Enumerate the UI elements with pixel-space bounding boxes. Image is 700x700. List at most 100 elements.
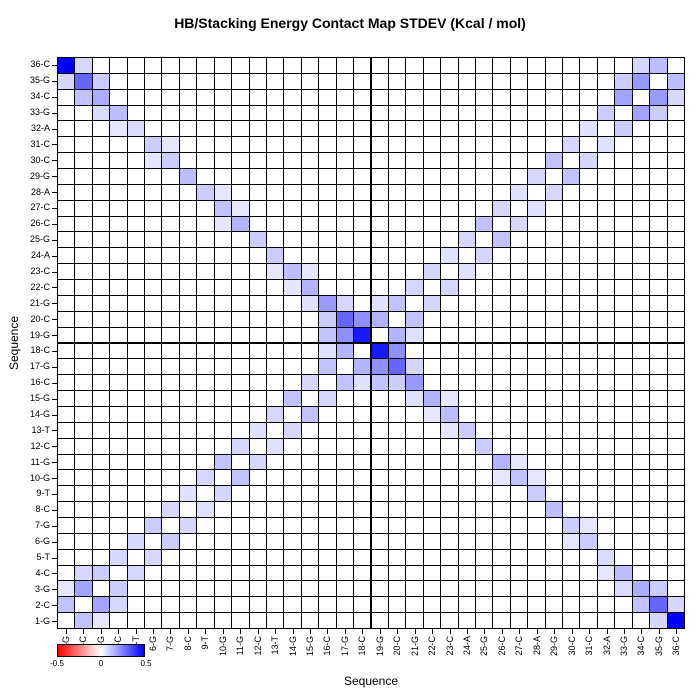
heatmap-cell — [284, 216, 301, 232]
heatmap-cell — [179, 470, 197, 486]
heatmap-cell — [92, 613, 110, 628]
heatmap-cell — [127, 375, 145, 391]
heatmap-cell — [179, 581, 197, 597]
heatmap-cell — [284, 533, 301, 549]
heatmap-cell — [249, 517, 266, 533]
y-tick-label: 29-G — [29, 170, 50, 181]
x-tick — [65, 629, 67, 634]
heatmap-cell — [110, 502, 127, 517]
heatmap-cell — [319, 565, 336, 581]
heatmap-cell — [284, 502, 301, 517]
y-tick — [52, 605, 57, 607]
heatmap-cell — [406, 137, 423, 153]
heatmap-cell — [510, 517, 528, 533]
heatmap-cell — [423, 502, 441, 517]
heatmap-cell — [441, 248, 458, 264]
heatmap-cell — [249, 391, 266, 406]
heatmap-cell — [441, 597, 458, 613]
heatmap-cell — [580, 454, 597, 470]
heatmap-cell — [406, 613, 423, 628]
heatmap-cell — [336, 597, 354, 613]
heatmap-cell — [249, 311, 266, 327]
heatmap-cell — [423, 533, 441, 549]
heatmap-cell — [197, 359, 214, 375]
heatmap-cell — [249, 581, 266, 597]
heatmap-cell — [615, 391, 632, 406]
heatmap-cell — [92, 359, 110, 375]
heatmap-cell — [667, 517, 684, 533]
heatmap-cell — [145, 597, 162, 613]
heatmap-cell — [615, 121, 632, 137]
heatmap-cell — [319, 280, 336, 295]
heatmap-cell — [458, 581, 475, 597]
heatmap-cell — [232, 105, 249, 121]
heatmap-cell — [423, 295, 441, 311]
heatmap-cell — [475, 73, 493, 89]
heatmap-cell — [650, 517, 667, 533]
x-tick — [309, 629, 311, 634]
heatmap-cell — [563, 169, 580, 184]
heatmap-cell — [127, 200, 145, 216]
heatmap-cell — [75, 343, 92, 359]
heatmap-cell — [528, 264, 545, 280]
heatmap-cell — [388, 184, 406, 200]
heatmap-cell — [493, 533, 510, 549]
y-tick-label: 2-C — [35, 599, 50, 610]
heatmap-cell — [266, 454, 284, 470]
heatmap-cell — [580, 105, 597, 121]
x-tick — [83, 629, 85, 634]
heatmap-cell — [458, 549, 475, 565]
heatmap-cell — [650, 89, 667, 105]
heatmap-cell — [232, 391, 249, 406]
heatmap-cell — [615, 311, 632, 327]
heatmap-cell — [179, 597, 197, 613]
heatmap-cell — [179, 486, 197, 502]
heatmap-cell — [58, 280, 75, 295]
heatmap-cell — [597, 613, 615, 628]
x-tick-label: 11-G — [235, 636, 246, 656]
heatmap-cell — [319, 375, 336, 391]
heatmap-cell — [458, 89, 475, 105]
heatmap-cell — [597, 438, 615, 454]
heatmap-cell — [127, 359, 145, 375]
heatmap-cell — [336, 232, 354, 248]
heatmap-cell — [458, 295, 475, 311]
heatmap-cell — [110, 359, 127, 375]
heatmap-cell — [597, 581, 615, 597]
x-tick — [589, 629, 591, 634]
heatmap-cell — [615, 184, 632, 200]
heatmap-cell — [406, 406, 423, 422]
heatmap-cell — [92, 391, 110, 406]
x-tick-label: 30-C — [566, 636, 577, 656]
x-tick-label: 26-C — [496, 636, 507, 656]
heatmap-cell — [92, 311, 110, 327]
heatmap-cell — [145, 232, 162, 248]
heatmap-cell — [632, 121, 650, 137]
x-tick-label: 13-T — [270, 636, 281, 655]
heatmap-cell — [301, 406, 319, 422]
y-tick — [52, 446, 57, 448]
heatmap-cell — [510, 121, 528, 137]
heatmap-cell — [284, 549, 301, 565]
y-tick-label: 18-C — [30, 345, 50, 356]
heatmap-cell — [615, 597, 632, 613]
heatmap-cell — [632, 549, 650, 565]
heatmap-cell — [563, 105, 580, 121]
heatmap-cell — [232, 343, 249, 359]
x-tick — [484, 629, 486, 634]
heatmap-cell — [545, 406, 563, 422]
heatmap-cell — [510, 406, 528, 422]
heatmap-cell — [110, 517, 127, 533]
heatmap-cell — [145, 517, 162, 533]
heatmap-cell — [475, 581, 493, 597]
heatmap-cell — [58, 169, 75, 184]
heatmap-cell — [284, 470, 301, 486]
heatmap-cell — [301, 264, 319, 280]
heatmap-cell — [632, 517, 650, 533]
heatmap-cell — [58, 438, 75, 454]
y-tick — [52, 398, 57, 400]
heatmap-cell — [650, 73, 667, 89]
x-tick — [432, 629, 434, 634]
heatmap-cell — [145, 105, 162, 121]
heatmap-cell — [580, 89, 597, 105]
